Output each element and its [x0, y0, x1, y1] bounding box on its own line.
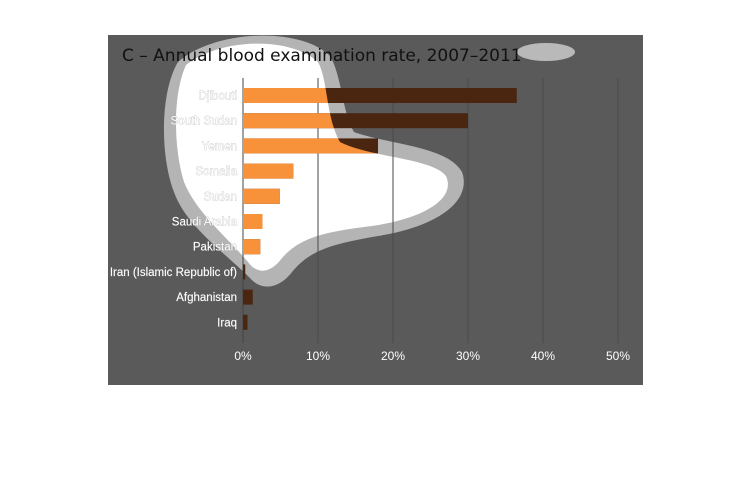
bar	[243, 314, 248, 330]
chart-title: C – Annual blood examination rate, 2007–…	[122, 46, 522, 66]
category-label: Djibouti	[199, 91, 237, 103]
bar	[243, 113, 468, 129]
bar-highlight	[243, 163, 294, 179]
bar-highlight	[243, 214, 263, 229]
category-label: Sudan	[204, 191, 237, 203]
category-labels: Djibouti South Sudan Yemen Somalia Sudan Saud…	[110, 90, 238, 329]
category-label: Saudi Arabia	[172, 217, 238, 229]
category-label: Iraq	[217, 317, 237, 329]
decorative-blob	[517, 43, 575, 61]
bar	[243, 264, 246, 280]
category-label: Somalia	[195, 166, 237, 178]
x-tick-label: 50%	[606, 349, 630, 363]
x-tick-label: 10%	[306, 349, 330, 363]
bar	[243, 138, 378, 154]
x-tick-label: 20%	[381, 349, 405, 363]
bar	[243, 289, 253, 305]
bar-base	[243, 264, 246, 280]
bar	[243, 214, 263, 229]
x-tick-label: 0%	[234, 349, 252, 363]
category-label: Pakistan	[193, 242, 237, 254]
bar	[243, 163, 294, 179]
bar-base	[243, 289, 253, 305]
category-label: South Sudan	[170, 116, 237, 128]
bar-highlight	[243, 188, 280, 204]
x-tick-labels: 0% 10% 20% 30% 40% 50%	[234, 349, 630, 363]
category-label: Yemen	[202, 141, 237, 153]
category-label: Iran (Islamic Republic of)	[110, 267, 237, 279]
x-tick-label: 30%	[456, 349, 480, 363]
bar-highlight	[243, 239, 261, 255]
bars	[243, 88, 517, 330]
x-tick-label: 40%	[531, 349, 555, 363]
bar	[243, 88, 517, 103]
bar-base	[243, 314, 248, 330]
bar	[243, 188, 280, 204]
category-label: Afghanistan	[176, 292, 237, 304]
bar	[243, 239, 261, 255]
